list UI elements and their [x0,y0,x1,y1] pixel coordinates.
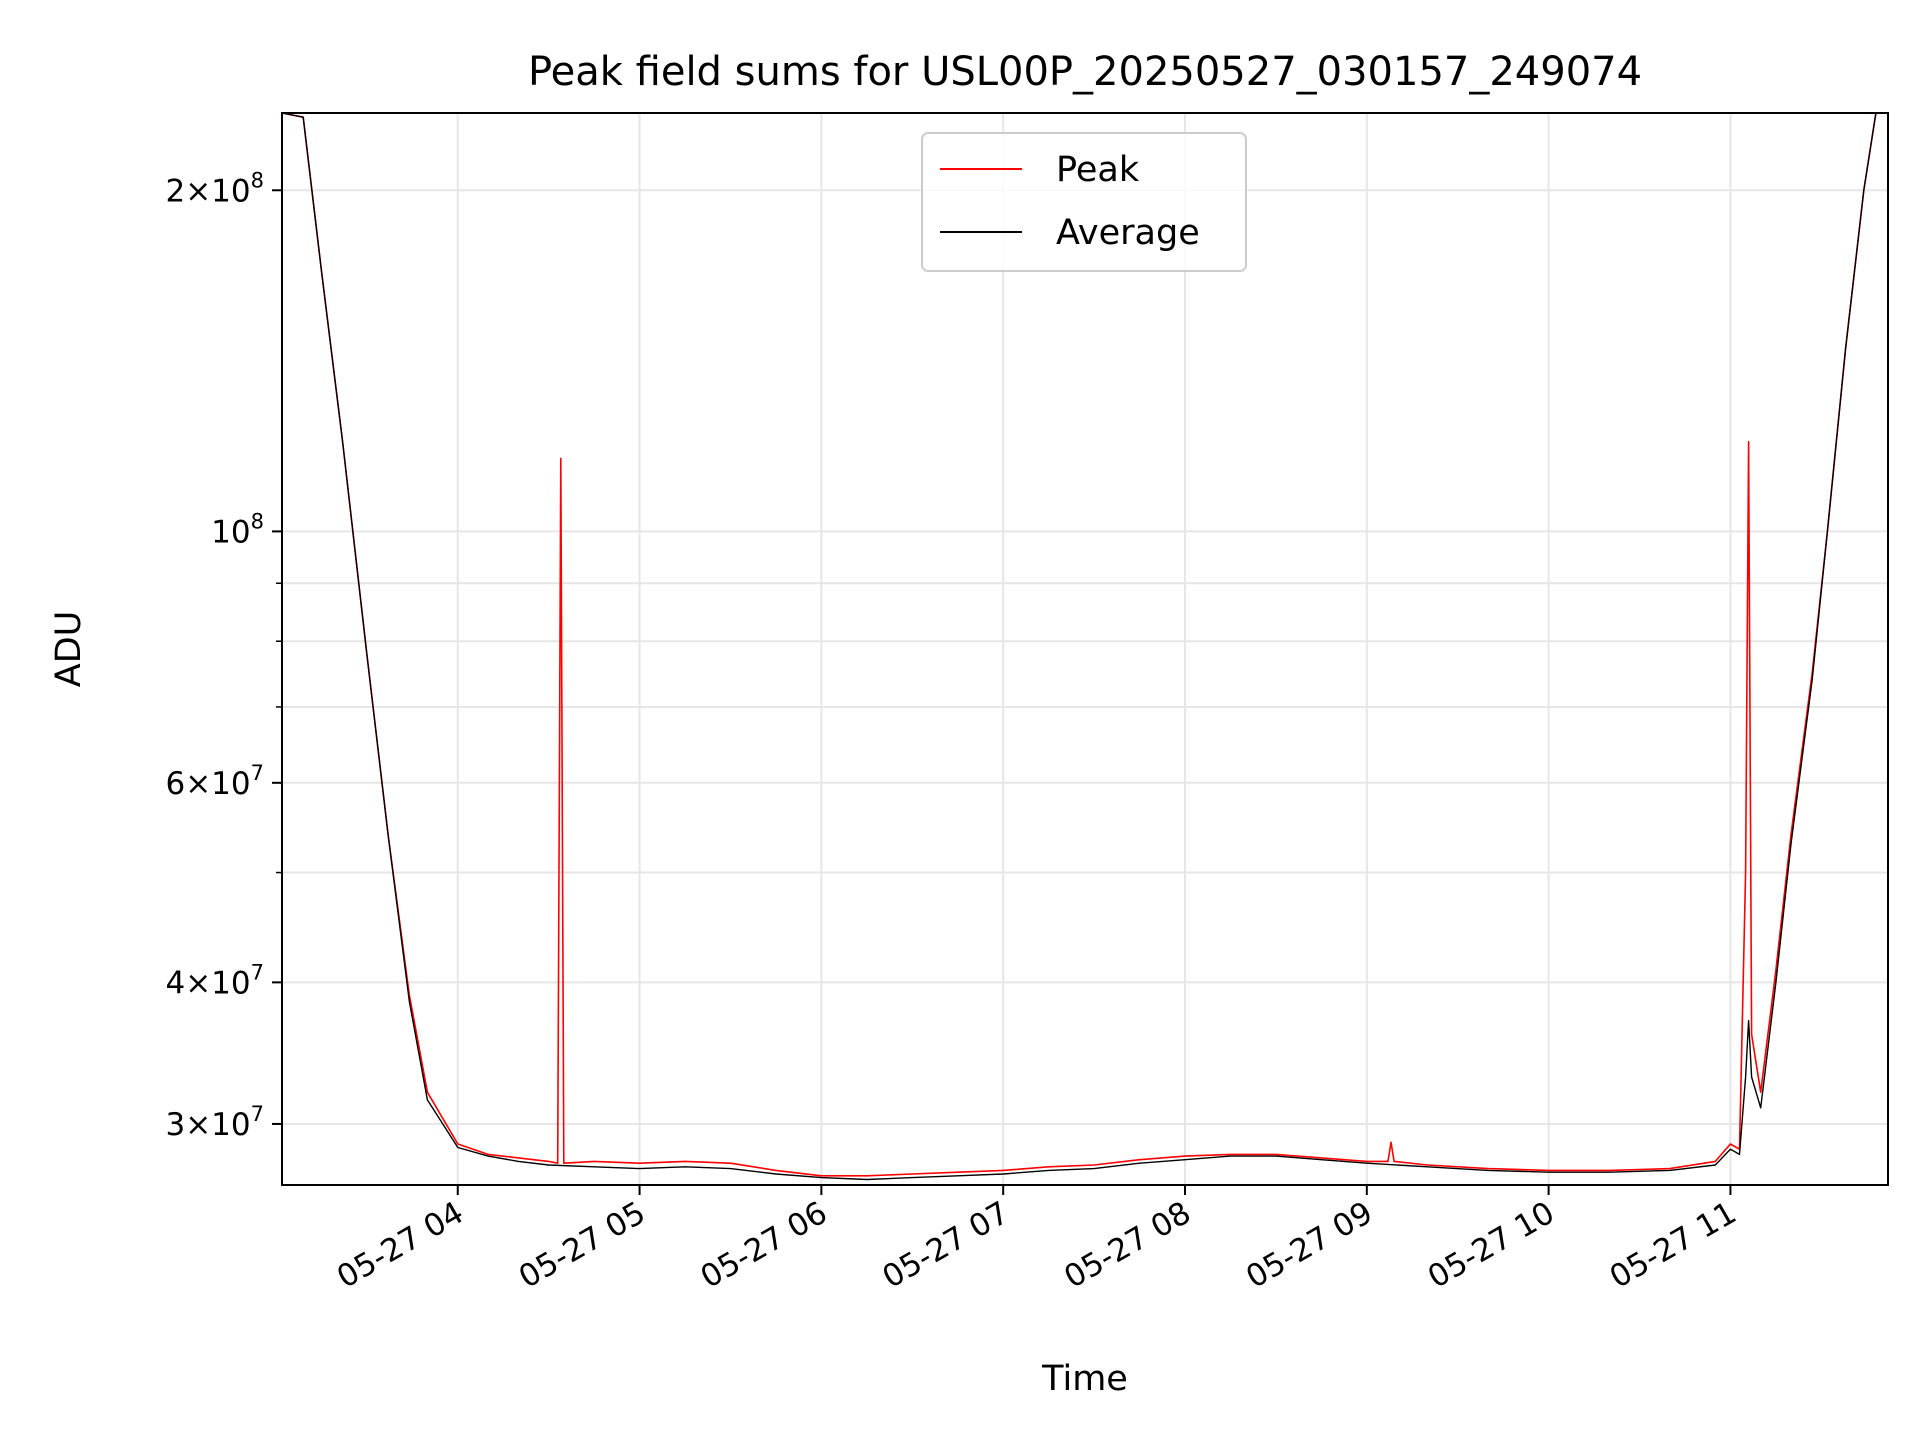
plot-frame [281,112,1889,1186]
x-tick-label: 05-27 08 [1058,1195,1197,1296]
grid [282,113,1888,1185]
series-line-peak [281,112,1888,1177]
y-tick-base: 4×10 [165,965,250,1001]
x-tick-label: 05-27 10 [1422,1195,1561,1296]
y-axis-label: ADU [49,611,89,688]
y-tick-base: 3×10 [165,1107,250,1143]
chart-title: Peak field sums for USL00P_20250527_0301… [528,49,1642,95]
legend-label: Peak [1056,150,1140,190]
x-tick-label: 05-27 11 [1604,1195,1743,1296]
y-tick-exponent: 7 [251,761,264,785]
legend-box [921,132,1247,272]
y-tick-exponent: 8 [251,168,264,192]
series-lines [281,112,1888,1181]
ticks: 05-27 04 05-27 05 05-27 06 05-27 07 05-27 08… [165,168,1742,1295]
x-tick-label: 05-27 04 [331,1195,470,1296]
x-tick-label: 05-27 06 [695,1195,834,1296]
y-tick-base: 6×10 [165,766,250,802]
x-axis-label: Time [1041,1359,1128,1399]
x-tick-label: 05-27 05 [513,1195,652,1296]
y-tick-label: 108 [211,509,264,550]
y-tick-base: 10 [211,514,250,550]
y-tick-base: 2×10 [165,173,250,209]
y-tick-label: 4×107 [165,960,264,1001]
y-tick-label: 2×108 [165,168,264,209]
x-tick-label: 05-27 07 [876,1195,1015,1296]
y-tick-exponent: 7 [251,960,264,984]
y-tick-exponent: 8 [251,509,264,533]
x-tick-label: 05-27 09 [1240,1195,1379,1296]
legend: Peak Average [921,132,1247,272]
series-line-average [281,112,1888,1181]
y-tick-label: 6×107 [165,761,264,802]
y-tick-exponent: 7 [251,1102,264,1126]
legend-label: Average [1056,213,1200,253]
y-tick-label: 3×107 [165,1102,264,1143]
